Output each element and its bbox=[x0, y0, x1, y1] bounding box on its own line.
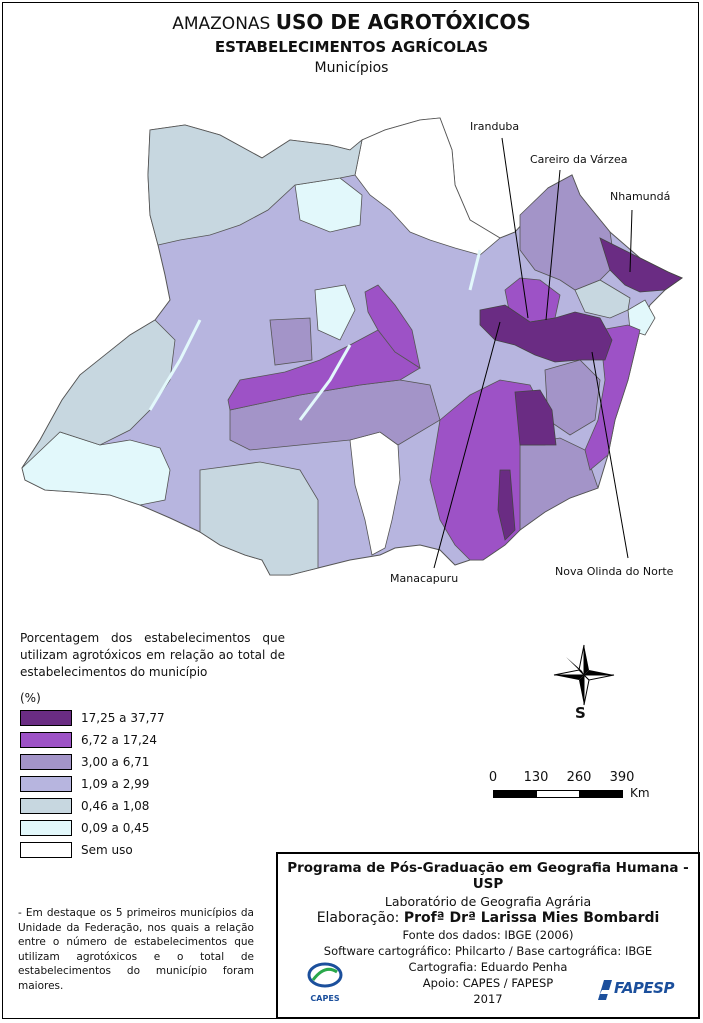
scale-unit: Km bbox=[630, 786, 650, 800]
region-cyan-mid bbox=[314, 284, 356, 341]
legend-item: 0,09 a 0,45 bbox=[20, 817, 285, 839]
credits-program: Programa de Pós-Graduação em Geografia H… bbox=[287, 860, 689, 892]
region-dark-nhamunda bbox=[599, 237, 683, 293]
leader-careiro bbox=[545, 169, 561, 321]
legend-swatch bbox=[20, 754, 72, 770]
capes-logo-text: CAPES bbox=[310, 994, 340, 1003]
legend-label: 17,25 a 37,77 bbox=[81, 711, 165, 725]
region-purple-east bbox=[584, 324, 641, 471]
credits-year: 2017 bbox=[473, 992, 503, 1006]
region-dark-south-b bbox=[497, 469, 516, 541]
leader-nova-olinda bbox=[591, 351, 629, 559]
credits-elaboration: Elaboração: Profª Drª Larissa Mies Bomba… bbox=[278, 910, 698, 926]
leader-nhamunda bbox=[629, 209, 633, 273]
scale-segment bbox=[493, 790, 537, 798]
legend-label: Sem uso bbox=[81, 843, 133, 857]
credits-cartography: Cartografia: Eduardo Penha bbox=[408, 960, 568, 974]
credits-lab: Laboratório de Geografia Agrária bbox=[384, 894, 592, 909]
legend-swatch bbox=[20, 820, 72, 836]
region-dark-south bbox=[514, 389, 557, 446]
fapesp-logo: FAPESP bbox=[596, 975, 691, 1005]
river-lines bbox=[148, 249, 482, 421]
credits-software: Software cartográfico: Philcarto / Base … bbox=[323, 944, 653, 958]
amazonas-map: Iranduba Careiro da Várzea Nhamundá Mana… bbox=[21, 117, 684, 585]
legend-label: 0,09 a 0,45 bbox=[81, 821, 150, 835]
legend-item: 0,46 a 1,08 bbox=[20, 795, 285, 817]
leader-manacapuru bbox=[433, 321, 501, 569]
legend-unit: (%) bbox=[20, 691, 41, 705]
credits-box: Programa de Pós-Graduação em Geografia H… bbox=[276, 852, 700, 1019]
credits-support: Apoio: CAPES / FAPESP bbox=[422, 976, 554, 990]
leader-iranduba bbox=[501, 137, 529, 319]
region-dark-manaus-cluster bbox=[479, 304, 613, 363]
label-iranduba: Iranduba bbox=[470, 120, 519, 133]
label-careiro-da-varzea: Careiro da Várzea bbox=[530, 153, 627, 166]
label-nhamunda: Nhamundá bbox=[610, 190, 670, 203]
label-manacapuru: Manacapuru bbox=[390, 572, 458, 585]
capes-logo: CAPES bbox=[303, 960, 347, 1010]
legend-description: Porcentagem dos estabelecimentos que uti… bbox=[20, 631, 285, 679]
region-pale-north bbox=[147, 124, 363, 246]
legend-label: 0,46 a 1,08 bbox=[81, 799, 150, 813]
legend-swatch bbox=[20, 732, 72, 748]
credits-source: Fonte dos dados: IBGE (2006) bbox=[402, 928, 574, 942]
region-mid-southeast bbox=[519, 437, 599, 531]
region-pale-south bbox=[199, 461, 319, 576]
legend-label: 1,09 a 2,99 bbox=[81, 777, 150, 791]
footnote: - Em destaque os 5 primeiros municípios … bbox=[18, 907, 254, 992]
capes-emblem-icon bbox=[307, 962, 343, 988]
title-prefix: AMAZONAS bbox=[172, 14, 271, 34]
credits-elab-name: Profª Drª Larissa Mies Bombardi bbox=[403, 910, 660, 926]
map-unit-level: Municípios bbox=[314, 60, 389, 76]
credits-elab-prefix: Elaboração: bbox=[316, 910, 400, 926]
legend-swatch bbox=[20, 842, 72, 858]
scale-tick-0: 0 bbox=[488, 770, 498, 785]
region-sem-uso-north bbox=[354, 117, 501, 256]
title-block: AMAZONAS USO DE AGROTÓXICOS ESTABELECIME… bbox=[0, 10, 703, 76]
legend-item: Sem uso bbox=[20, 839, 285, 861]
legend-swatch bbox=[20, 776, 72, 792]
legend-item: 3,00 a 6,71 bbox=[20, 751, 285, 773]
map-subtitle: ESTABELECIMENTOS AGRÍCOLAS bbox=[214, 38, 489, 56]
fapesp-logo-text: FAPESP bbox=[614, 979, 674, 997]
legend-item: 17,25 a 37,77 bbox=[20, 707, 285, 729]
compass-letter: S bbox=[575, 704, 586, 722]
scale-tick-130: 130 bbox=[523, 770, 549, 785]
scale-segment bbox=[536, 790, 580, 798]
scale-bar: 0 130 260 390 Km bbox=[485, 770, 655, 806]
legend: Porcentagem dos estabelecimentos que uti… bbox=[20, 630, 285, 861]
legend-item: 1,09 a 2,99 bbox=[20, 773, 285, 795]
legend-swatch bbox=[20, 710, 72, 726]
scale-tick-390: 390 bbox=[609, 770, 635, 785]
legend-label: 3,00 a 6,71 bbox=[81, 755, 150, 769]
title-main: USO DE AGROTÓXICOS bbox=[275, 10, 531, 34]
legend-item: 6,72 a 17,24 bbox=[20, 729, 285, 751]
label-nova-olinda-do-norte: Nova Olinda do Norte bbox=[555, 565, 674, 578]
region-mid-west-a bbox=[269, 317, 313, 366]
region-purple-north-strip bbox=[364, 284, 421, 369]
legend-label: 6,72 a 17,24 bbox=[81, 733, 158, 747]
legend-swatch bbox=[20, 798, 72, 814]
fapesp-emblem-icon bbox=[598, 980, 612, 1000]
legend-items: 17,25 a 37,77 6,72 a 17,24 3,00 a 6,71 1,09… bbox=[20, 707, 285, 861]
scale-tick-260: 260 bbox=[566, 770, 592, 785]
compass-rose-icon bbox=[553, 644, 615, 706]
scale-segment bbox=[579, 790, 623, 798]
region-pale-west bbox=[21, 319, 176, 469]
map-title: AMAZONAS USO DE AGROTÓXICOS bbox=[0, 10, 703, 34]
